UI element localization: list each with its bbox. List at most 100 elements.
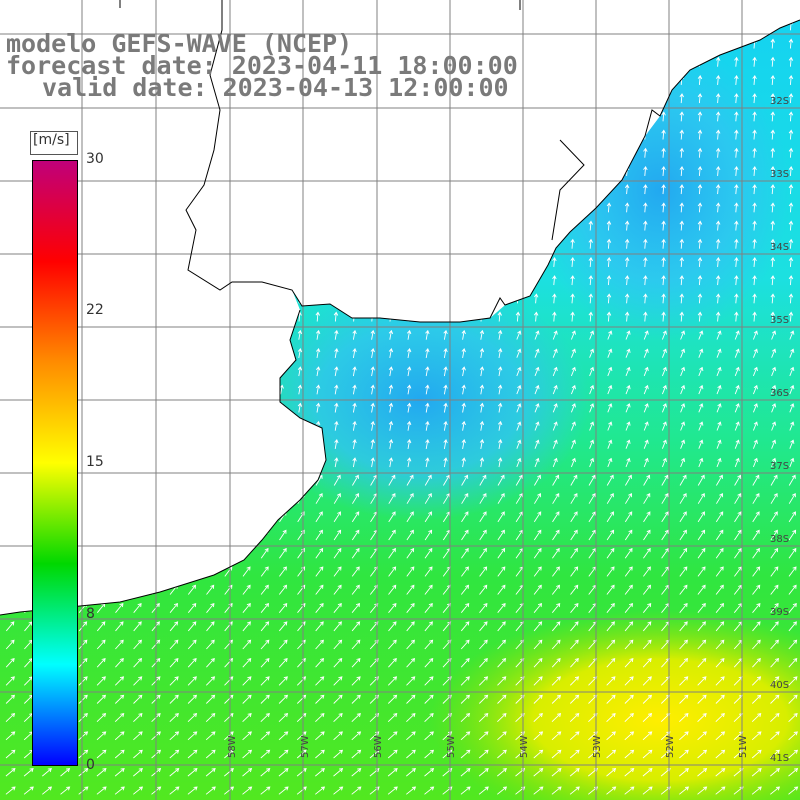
wind-arrow [624,184,630,195]
wind-arrow [242,639,252,650]
wind-arrow [625,403,631,413]
wind-arrow [570,474,578,486]
wind-arrow [697,275,703,286]
wind-arrow [334,384,339,395]
wind-arrow [497,366,503,377]
wind-arrow [296,768,307,777]
wind-arrow [716,457,722,468]
colorbar-tick-label: 22 [86,302,104,318]
wind-arrow [570,584,579,595]
wind-arrow [387,786,398,795]
wind-arrow [570,511,578,523]
wind-arrow [715,566,724,577]
wind-arrow [697,147,703,158]
wind-arrow [570,529,578,541]
wind-arrow [625,384,631,395]
wind-arrow [133,786,144,795]
wind-arrow [624,238,630,249]
wind-arrow [625,348,631,358]
wind-arrow [533,639,543,650]
wind-arrow [551,584,561,595]
wind-arrow [260,749,271,759]
wind-arrow [569,713,580,723]
wind-arrow [406,786,417,795]
wind-arrow [534,439,540,449]
wind-arrow [570,602,579,613]
wind-arrow [133,731,143,741]
wind-arrow [533,657,543,668]
wind-arrow [351,768,362,777]
wind-arrow [187,694,197,704]
wind-arrow [552,547,560,559]
wind-arrow [752,492,760,504]
wind-arrow [333,547,342,559]
wind-arrow [333,657,343,668]
wind-arrow [624,713,634,723]
wind-arrow [715,602,725,613]
latitude-label: 40S [770,680,789,691]
wind-arrow [752,293,757,304]
wind-arrow [788,311,794,322]
wind-arrow [333,676,343,686]
wind-arrow [479,602,488,613]
wind-arrow [424,602,433,613]
wind-arrow [206,602,215,613]
wind-arrow [133,602,142,613]
wind-arrow [788,639,798,650]
wind-arrow [133,749,143,759]
wind-arrow [333,602,342,613]
wind-arrow [278,731,289,741]
wind-arrow [533,293,539,304]
wind-arrow [606,602,615,613]
wind-arrow [333,311,339,322]
wind-arrow [643,457,649,468]
wind-arrow [606,657,616,668]
wind-arrow [425,420,430,431]
wind-arrow [551,713,562,723]
wind-arrow [497,584,506,595]
wind-arrow [606,676,616,686]
wind-arrow [370,420,375,431]
wind-arrow [734,93,739,104]
wind-arrow [187,713,198,723]
wind-arrow [715,56,721,67]
wind-arrow [661,147,666,158]
wind-arrow [352,420,357,431]
wind-arrow [516,439,522,449]
wind-arrow [661,256,666,267]
wind-arrow [133,713,143,723]
wind-arrow [661,384,667,395]
wind-arrow [680,384,686,395]
wind-arrow [552,384,558,395]
wind-arrow [698,348,704,358]
wind-arrow [352,402,357,413]
wind-arrow [279,547,287,559]
wind-arrow [643,311,648,322]
wind-arrow [606,275,612,286]
wind-arrow [461,566,469,577]
wind-arrow [351,529,360,541]
wind-arrow [334,402,339,413]
wind-arrow [370,329,375,340]
wind-arrow [607,348,613,358]
wind-arrow [96,786,107,795]
wind-arrow [133,694,143,704]
wind-arrow [698,403,704,413]
wind-arrow [771,330,777,340]
wind-arrow [570,621,579,632]
wind-arrow [606,713,616,723]
wind-arrow [533,547,542,559]
wind-arrow [114,676,125,686]
longitude-label: 56W [373,735,384,758]
wind-arrow [642,657,652,668]
wind-arrow [752,384,758,395]
wind-arrow [242,731,252,741]
wind-arrow [751,731,762,741]
wind-arrow [497,474,505,486]
wind-arrow [479,420,485,431]
wind-arrow [425,457,430,468]
wind-arrow [715,275,721,286]
wind-arrow [589,330,595,340]
wind-arrow [497,786,508,795]
